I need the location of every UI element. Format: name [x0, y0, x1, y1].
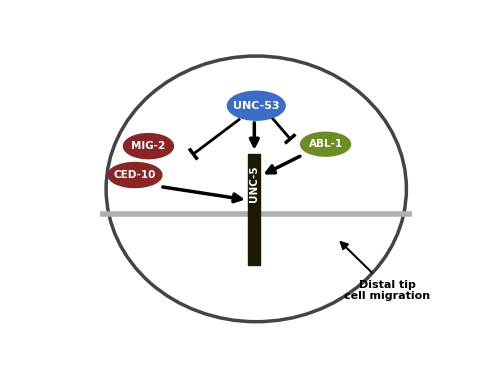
Text: UNC-5: UNC-5 [250, 165, 260, 202]
Text: ABL-1: ABL-1 [308, 139, 342, 149]
Text: MIG-2: MIG-2 [132, 141, 166, 151]
Ellipse shape [228, 91, 285, 120]
Ellipse shape [300, 132, 350, 156]
Ellipse shape [124, 134, 174, 159]
Text: Distal tip
cell migration: Distal tip cell migration [344, 280, 430, 301]
Text: UNC-53: UNC-53 [233, 101, 280, 111]
Ellipse shape [106, 56, 406, 322]
Ellipse shape [108, 162, 162, 187]
Bar [248, 214, 260, 266]
Text: CED-10: CED-10 [114, 170, 156, 180]
Bar [248, 154, 260, 214]
